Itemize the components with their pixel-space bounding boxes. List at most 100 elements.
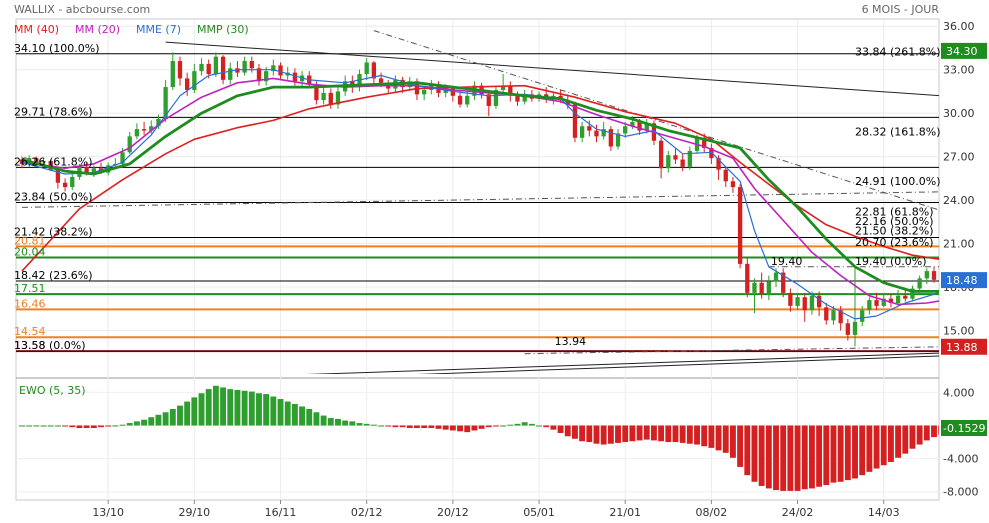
grid	[16, 19, 939, 504]
level-label: 17.51	[14, 282, 46, 295]
price-badge	[941, 338, 987, 355]
candle-body	[579, 126, 585, 138]
candle-body	[860, 310, 865, 322]
ewo-bar	[514, 423, 521, 426]
level-label: 20.04	[14, 246, 46, 259]
ewo-tick-label: -4.000	[943, 453, 978, 466]
ewo-bar	[47, 425, 54, 427]
ewo-bar	[184, 401, 191, 426]
legend-mm20: MM (20)	[75, 23, 120, 36]
level-label: 13.58	[14, 339, 46, 352]
ewo-bar	[528, 423, 535, 426]
candle-body	[838, 310, 843, 324]
ewo-bar	[363, 423, 370, 426]
candle-body	[134, 129, 140, 137]
chart-labels: 36.0033.0030.0027.0024.0021.0018.0015.00…	[14, 20, 987, 519]
ewo-bar	[758, 425, 765, 486]
level-label: 34.10 (100.0%)	[14, 42, 100, 55]
candle-body	[816, 295, 822, 308]
candle-body	[867, 300, 872, 311]
date-tick-label: 16/11	[265, 506, 297, 519]
ewo-bar	[284, 401, 291, 426]
candle-body	[192, 71, 197, 90]
candle-body	[644, 123, 649, 131]
candles	[19, 52, 937, 347]
candle-body	[149, 126, 154, 131]
trendlines	[21, 30, 939, 374]
ewo-bar	[169, 408, 176, 426]
candle-body	[903, 295, 908, 299]
candle-body	[249, 61, 254, 69]
candle-body	[220, 56, 226, 80]
candle-body	[19, 159, 25, 164]
candle-body	[170, 61, 175, 88]
candle-body	[213, 56, 219, 75]
candle-body	[874, 300, 879, 306]
ewo-bar	[378, 425, 384, 427]
candle-body	[177, 61, 183, 79]
ewo-bar	[701, 425, 708, 447]
date-tick-label: 29/10	[178, 506, 210, 519]
level-label: 16.46	[14, 297, 46, 310]
candle-body	[141, 129, 147, 131]
candle-body	[156, 118, 161, 127]
ewo-bar	[270, 396, 277, 426]
price-tick-label: 21.00	[943, 238, 975, 251]
candle-body	[278, 65, 283, 76]
ewo-bar	[615, 425, 621, 443]
trendline	[306, 352, 939, 374]
candle-body	[766, 281, 771, 295]
ewo-bar	[751, 425, 758, 482]
candle-body	[335, 91, 341, 105]
price-tick-label: 36.00	[943, 20, 975, 33]
ewo-bar	[356, 423, 363, 426]
ewo-bar	[263, 394, 270, 426]
ewo-bar	[715, 425, 722, 451]
ewo-bar	[133, 421, 140, 426]
ewo-bar	[464, 425, 471, 433]
fib-extension-label: 20.70 (23.6%)	[855, 236, 934, 249]
candle-body	[522, 94, 527, 102]
ewo-bar	[148, 417, 155, 426]
ewo-tick-label: 4.000	[943, 386, 975, 399]
ewo-bar	[650, 425, 657, 441]
candle-body	[41, 161, 46, 163]
ewo-bar	[550, 425, 557, 430]
ewo-bar	[895, 425, 902, 458]
candle-body	[235, 68, 240, 73]
candle-body	[34, 158, 39, 163]
moving-averages	[21, 69, 939, 320]
date-tick-label: 08/02	[696, 506, 728, 519]
ewo-bar	[141, 419, 148, 426]
ewo-bar	[801, 425, 808, 490]
chart-title: WALLIX - abcbourse.com	[14, 3, 150, 16]
price-badge-label: 18.48	[946, 274, 978, 287]
candle-body	[752, 282, 757, 293]
candle-body	[910, 288, 915, 299]
candle-body	[737, 187, 743, 264]
ewo-bar	[593, 425, 600, 444]
ewo-bar	[844, 425, 851, 481]
ewo-bar	[69, 425, 76, 428]
ewo-bar	[830, 425, 837, 483]
ewo-bar	[392, 425, 399, 428]
ewo-bar	[672, 425, 679, 443]
legend-mme7: MME (7)	[136, 23, 181, 36]
candle-body	[256, 68, 262, 82]
candle-body	[199, 63, 204, 72]
plot-frame	[15, 18, 940, 501]
level-label: 14.54	[14, 325, 46, 338]
candle-body	[242, 61, 247, 73]
ewo-bar	[191, 397, 198, 426]
candle-body	[673, 155, 678, 160]
ewo-bar	[787, 425, 794, 491]
ewo-bar	[744, 425, 751, 476]
candle-body	[587, 126, 592, 131]
trendline	[21, 191, 939, 208]
candle-body	[881, 298, 886, 306]
ewo-bar	[126, 423, 133, 426]
price-tick-label: 33.00	[943, 64, 975, 77]
candle-body	[658, 140, 664, 169]
ewo-bar	[873, 425, 880, 469]
